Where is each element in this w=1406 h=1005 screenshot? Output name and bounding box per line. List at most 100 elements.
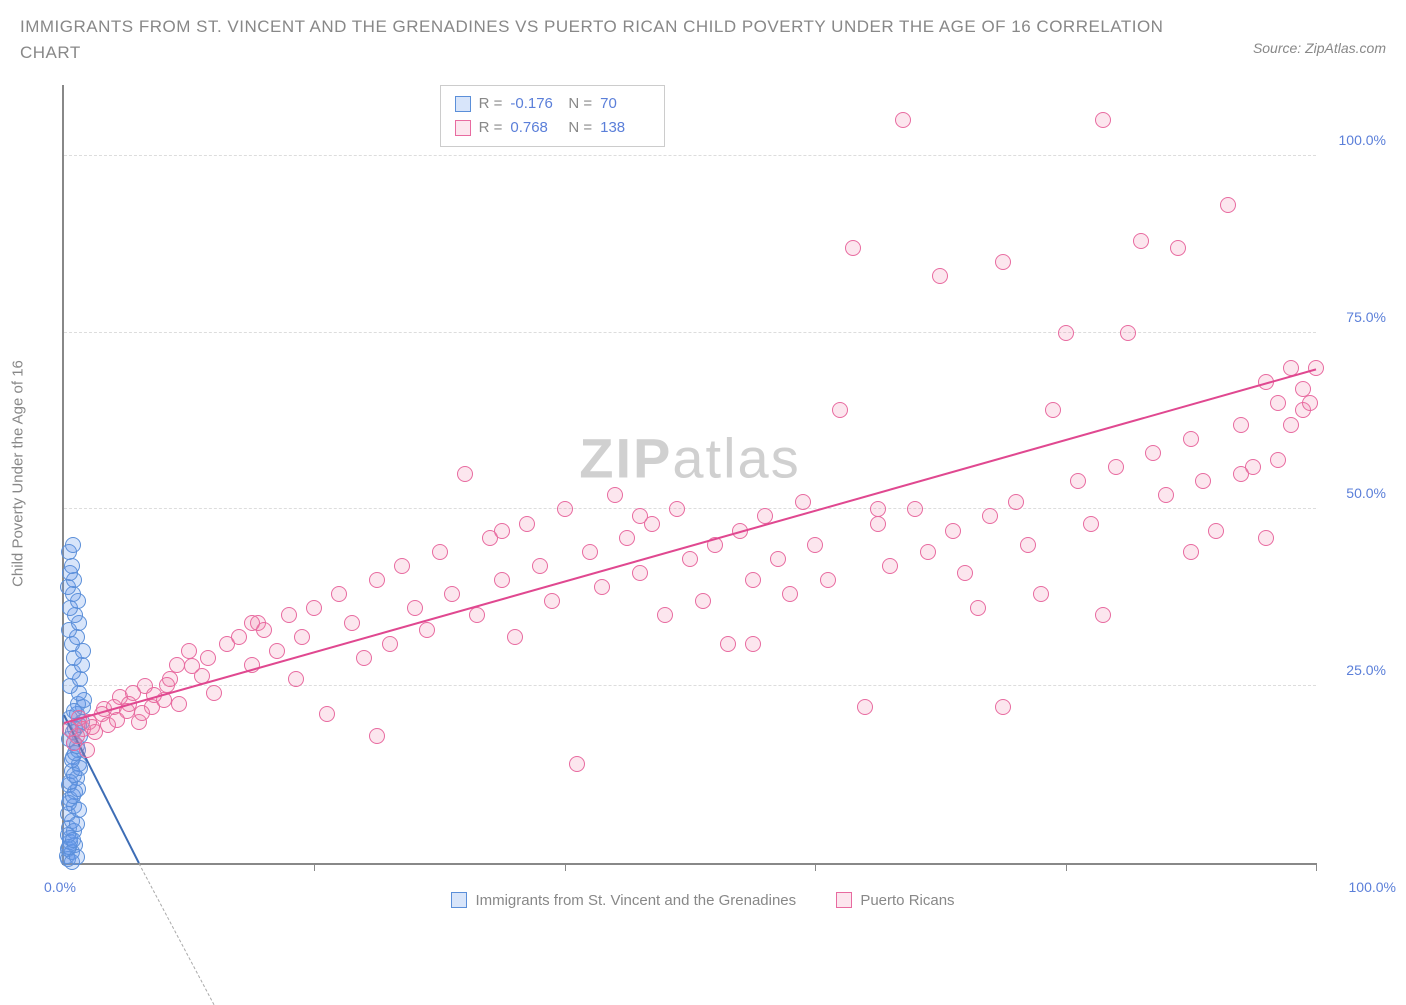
x-tick xyxy=(314,863,315,871)
data-point xyxy=(632,565,648,581)
data-point xyxy=(64,558,80,574)
data-point xyxy=(457,466,473,482)
data-point xyxy=(607,487,623,503)
data-point xyxy=(1308,360,1324,376)
data-point xyxy=(65,832,81,848)
data-point xyxy=(171,696,187,712)
data-point xyxy=(169,657,185,673)
data-point xyxy=(1170,240,1186,256)
data-point xyxy=(594,579,610,595)
trend-line xyxy=(64,368,1317,724)
data-point xyxy=(1208,523,1224,539)
data-point xyxy=(1145,445,1161,461)
data-point xyxy=(1108,459,1124,475)
data-point xyxy=(1070,473,1086,489)
gridline xyxy=(64,685,1316,686)
gridline xyxy=(64,155,1316,156)
data-point xyxy=(407,600,423,616)
data-point xyxy=(1302,395,1318,411)
data-point xyxy=(1083,516,1099,532)
data-point xyxy=(770,551,786,567)
data-point xyxy=(1095,607,1111,623)
data-point xyxy=(1233,417,1249,433)
data-point xyxy=(1095,112,1111,128)
data-point xyxy=(269,643,285,659)
data-point xyxy=(294,629,310,645)
data-point xyxy=(557,501,573,517)
data-point xyxy=(895,112,911,128)
legend-swatch-series2 xyxy=(836,892,852,908)
y-tick-label: 75.0% xyxy=(1326,309,1386,325)
data-point xyxy=(344,615,360,631)
data-point xyxy=(695,593,711,609)
data-point xyxy=(109,712,125,728)
x-tick xyxy=(565,863,566,871)
data-point xyxy=(1283,417,1299,433)
data-point xyxy=(1195,473,1211,489)
data-point xyxy=(720,636,736,652)
data-point xyxy=(306,600,322,616)
data-point xyxy=(682,551,698,567)
source-attribution: Source: ZipAtlas.com xyxy=(1253,40,1386,56)
data-point xyxy=(244,615,260,631)
data-point xyxy=(1033,586,1049,602)
data-point xyxy=(632,508,648,524)
data-point xyxy=(1270,452,1286,468)
data-point xyxy=(882,558,898,574)
data-point xyxy=(582,544,598,560)
data-point xyxy=(870,501,886,517)
data-point xyxy=(845,240,861,256)
data-point xyxy=(1258,530,1274,546)
data-point xyxy=(419,622,435,638)
legend-item-series1: Immigrants from St. Vincent and the Gren… xyxy=(451,892,796,909)
data-point xyxy=(857,699,873,715)
swatch-series2 xyxy=(455,120,471,136)
data-point xyxy=(569,756,585,772)
y-tick-label: 25.0% xyxy=(1326,662,1386,678)
data-point xyxy=(319,706,335,722)
data-point xyxy=(444,586,460,602)
data-point xyxy=(1120,325,1136,341)
data-point xyxy=(745,572,761,588)
data-point xyxy=(1220,197,1236,213)
data-point xyxy=(657,607,673,623)
data-point xyxy=(469,607,485,623)
stats-row-series1: R = -0.176 N = 70 xyxy=(455,92,651,116)
data-point xyxy=(184,658,200,674)
data-point xyxy=(920,544,936,560)
data-point xyxy=(281,607,297,623)
data-point xyxy=(932,268,948,284)
data-point xyxy=(544,593,560,609)
data-point xyxy=(200,650,216,666)
trend-line xyxy=(139,863,215,1005)
x-tick xyxy=(815,863,816,871)
stats-legend-box: R = -0.176 N = 70 R = 0.768 N = 138 xyxy=(440,85,666,147)
data-point xyxy=(1183,544,1199,560)
data-point xyxy=(982,508,998,524)
data-point xyxy=(288,671,304,687)
swatch-series1 xyxy=(455,96,471,112)
gridline xyxy=(64,508,1316,509)
watermark: ZIPatlas xyxy=(579,426,800,491)
y-tick-label: 50.0% xyxy=(1326,485,1386,501)
data-point xyxy=(79,742,95,758)
data-point xyxy=(519,516,535,532)
data-point xyxy=(394,558,410,574)
plot-region: ZIPatlas R = -0.176 N = 70 R = 0.768 N =… xyxy=(62,85,1316,865)
data-point xyxy=(331,586,347,602)
data-point xyxy=(84,719,100,735)
data-point xyxy=(907,501,923,517)
data-point xyxy=(134,705,150,721)
data-point xyxy=(1020,537,1036,553)
data-point xyxy=(432,544,448,560)
data-point xyxy=(65,537,81,553)
data-point xyxy=(532,558,548,574)
data-point xyxy=(356,650,372,666)
data-point xyxy=(807,537,823,553)
data-point xyxy=(820,572,836,588)
legend-item-series2: Puerto Ricans xyxy=(836,892,954,909)
data-point xyxy=(669,501,685,517)
data-point xyxy=(1008,494,1024,510)
data-point xyxy=(181,643,197,659)
y-tick-label: 100.0% xyxy=(1326,132,1386,148)
